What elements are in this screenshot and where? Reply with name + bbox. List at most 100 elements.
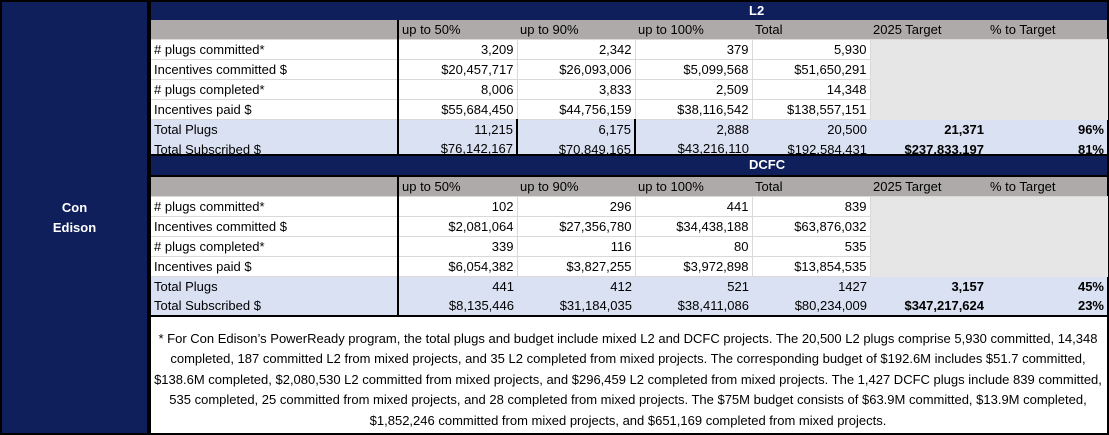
cell-up-to-90: $44,756,159 bbox=[517, 99, 636, 120]
cell-pct-empty bbox=[987, 256, 1108, 277]
l2-table: up to 50% up to 90% up to 100% Total 202… bbox=[151, 20, 1108, 160]
header-up-to-100: up to 100% bbox=[635, 20, 752, 40]
section-title-band-l2: L2 bbox=[151, 2, 1107, 20]
cell-pct-to-target: 45% bbox=[987, 276, 1107, 296]
cell-up-to-50: $2,081,064 bbox=[397, 216, 518, 237]
dcfc-table: up to 50% up to 90% up to 100% Total 202… bbox=[151, 177, 1108, 315]
cell-target-empty bbox=[870, 196, 988, 217]
cell-up-to-90: 3,833 bbox=[517, 79, 636, 100]
table-row: # plugs completed* 339 116 80 535 bbox=[151, 236, 1108, 257]
cell-up-to-100: $3,972,898 bbox=[635, 256, 753, 277]
table-row: # plugs completed* 8,006 3,833 2,509 14,… bbox=[151, 79, 1108, 100]
cell-up-to-90: $31,184,035 bbox=[517, 296, 635, 315]
utility-name-line1: Con bbox=[61, 199, 88, 215]
cell-total: 1427 bbox=[752, 276, 870, 296]
cell-up-to-50: 339 bbox=[397, 236, 518, 257]
row-label: Total Plugs bbox=[151, 119, 398, 139]
cell-2025-target: $347,217,624 bbox=[870, 296, 987, 315]
cell-target-empty bbox=[870, 79, 988, 100]
table-row: # plugs committed* 102 296 441 839 bbox=[151, 196, 1108, 217]
cell-pct-to-target: 96% bbox=[987, 119, 1107, 139]
cell-total: $51,650,291 bbox=[752, 59, 871, 80]
cell-up-to-90: $27,356,780 bbox=[517, 216, 636, 237]
section-divider bbox=[151, 175, 1107, 177]
cell-up-to-50: 102 bbox=[397, 196, 518, 217]
report-content: L2 up to 50% up to 90% up to 100% Total … bbox=[151, 2, 1108, 433]
section-title-dcfc: DCFC bbox=[749, 157, 786, 172]
table-row: Incentives committed $ $2,081,064 $27,35… bbox=[151, 216, 1108, 237]
total-row: Total Subscribed $ $8,135,446 $31,184,03… bbox=[151, 296, 1107, 315]
cell-total: 535 bbox=[752, 236, 871, 257]
cell-up-to-90: 296 bbox=[517, 196, 636, 217]
cell-up-to-50: $55,684,450 bbox=[397, 99, 518, 120]
cell-up-to-50: 3,209 bbox=[397, 39, 518, 60]
total-row: Total Plugs 441 412 521 1427 3,157 45% bbox=[151, 276, 1107, 296]
header-label bbox=[151, 20, 398, 40]
cell-up-to-100: $38,411,086 bbox=[635, 296, 752, 315]
cell-target-empty bbox=[870, 59, 988, 80]
cell-pct-empty bbox=[987, 39, 1108, 60]
header-2025-target: 2025 Target bbox=[870, 177, 987, 197]
cell-up-to-100: 441 bbox=[635, 196, 753, 217]
cell-pct-empty bbox=[987, 99, 1108, 120]
header-up-to-100: up to 100% bbox=[635, 177, 752, 197]
cell-pct-empty bbox=[987, 59, 1108, 80]
cell-pct-to-target: 23% bbox=[987, 296, 1107, 315]
cell-up-to-90: 412 bbox=[517, 276, 635, 296]
utility-name-line2: Edison bbox=[52, 219, 97, 235]
header-up-to-90: up to 90% bbox=[517, 177, 635, 197]
table-row: Incentives committed $ $20,457,717 $26,0… bbox=[151, 59, 1108, 80]
cell-up-to-90: 2,342 bbox=[517, 39, 636, 60]
cell-up-to-90: $3,827,255 bbox=[517, 256, 636, 277]
row-label: Incentives committed $ bbox=[151, 216, 399, 237]
cell-up-to-100: 521 bbox=[635, 276, 752, 296]
row-label: Incentives committed $ bbox=[151, 59, 399, 80]
cell-up-to-50: $6,054,382 bbox=[397, 256, 518, 277]
cell-pct-empty bbox=[987, 236, 1108, 257]
row-label: Total Subscribed $ bbox=[151, 296, 398, 315]
cell-up-to-100: $34,438,188 bbox=[635, 216, 753, 237]
cell-pct-empty bbox=[987, 79, 1108, 100]
cell-up-to-90: $26,093,006 bbox=[517, 59, 636, 80]
cell-up-to-100: $38,116,542 bbox=[635, 99, 753, 120]
utility-name-cell: Con Edison bbox=[2, 2, 147, 433]
cell-up-to-50: 8,006 bbox=[397, 79, 518, 100]
cell-total: $138,557,151 bbox=[752, 99, 871, 120]
cell-up-to-100: 379 bbox=[635, 39, 753, 60]
cell-up-to-50: 11,215 bbox=[397, 119, 518, 139]
cell-total: 5,930 bbox=[752, 39, 871, 60]
cell-up-to-90: 6,175 bbox=[517, 119, 635, 139]
total-row: Total Plugs 11,215 6,175 2,888 20,500 21… bbox=[151, 119, 1107, 139]
cell-up-to-50: $20,457,717 bbox=[397, 59, 518, 80]
column-header-row: up to 50% up to 90% up to 100% Total 202… bbox=[151, 177, 1107, 197]
cell-up-to-100: 2,509 bbox=[635, 79, 753, 100]
cell-pct-empty bbox=[987, 196, 1108, 217]
cell-total: 839 bbox=[752, 196, 871, 217]
cell-total: $63,876,032 bbox=[752, 216, 871, 237]
cell-up-to-90: 116 bbox=[517, 236, 636, 257]
header-2025-target: 2025 Target bbox=[870, 20, 987, 40]
table-row: Incentives paid $ $6,054,382 $3,827,255 … bbox=[151, 256, 1108, 277]
header-up-to-90: up to 90% bbox=[517, 20, 635, 40]
cell-target-empty bbox=[870, 256, 988, 277]
cell-target-empty bbox=[870, 236, 988, 257]
cell-2025-target: 21,371 bbox=[870, 119, 987, 139]
cell-total: 14,348 bbox=[752, 79, 871, 100]
table-row: Incentives paid $ $55,684,450 $44,756,15… bbox=[151, 99, 1108, 120]
cell-total: $13,854,535 bbox=[752, 256, 871, 277]
footnote: * For Con Edison’s PowerReady program, t… bbox=[151, 318, 1107, 433]
row-label: # plugs completed* bbox=[151, 236, 399, 257]
section-title-band-dcfc: DCFC bbox=[151, 156, 1107, 175]
cell-2025-target: 3,157 bbox=[870, 276, 987, 296]
section-divider bbox=[151, 315, 1107, 317]
cell-pct-empty bbox=[987, 216, 1108, 237]
header-up-to-50: up to 50% bbox=[397, 20, 517, 40]
header-up-to-50: up to 50% bbox=[397, 177, 517, 197]
cell-up-to-100: 80 bbox=[635, 236, 753, 257]
section-divider bbox=[151, 154, 1107, 156]
row-label: Incentives paid $ bbox=[151, 99, 399, 120]
section-title-l2: L2 bbox=[749, 3, 765, 18]
row-label: Incentives paid $ bbox=[151, 256, 399, 277]
cell-target-empty bbox=[870, 39, 988, 60]
